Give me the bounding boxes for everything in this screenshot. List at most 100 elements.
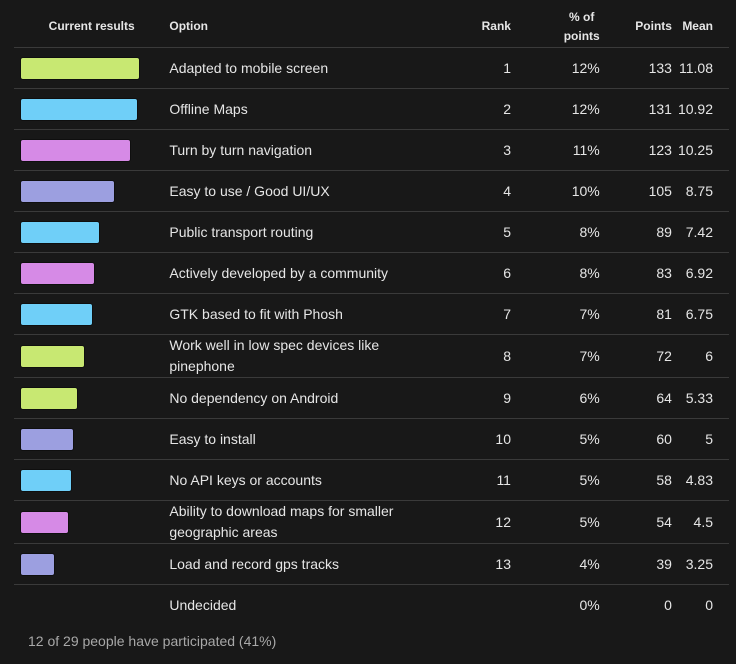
table-row: Easy to install 10 5% 60 5 xyxy=(14,418,729,460)
header-current-results: Current results xyxy=(14,6,164,48)
result-bar-cell xyxy=(14,543,164,585)
header-points: Points xyxy=(605,6,678,48)
option-label: Offline Maps xyxy=(163,88,427,130)
option-label: Adapted to mobile screen xyxy=(163,47,427,89)
result-bar xyxy=(20,138,131,162)
rank-value: 10 xyxy=(426,418,517,460)
table-row: Adapted to mobile screen 1 12% 133 11.08 xyxy=(14,47,729,89)
points-value: 105 xyxy=(605,170,678,212)
mean-value: 4.5 xyxy=(677,500,729,544)
result-bar-cell xyxy=(14,377,164,419)
mean-value: 5.33 xyxy=(677,377,729,419)
result-bar-cell xyxy=(14,170,164,212)
result-bar xyxy=(20,386,78,410)
points-value: 72 xyxy=(605,334,678,378)
mean-value: 6.92 xyxy=(677,252,729,294)
percent-value: 6% xyxy=(516,377,606,419)
mean-value: 0 xyxy=(705,596,713,613)
points-value: 133 xyxy=(605,47,678,89)
percent-value: 8% xyxy=(516,252,606,294)
rank-value: 7 xyxy=(426,293,517,335)
rank-value: 2 xyxy=(426,88,517,130)
table-row: Work well in low spec devices like pinep… xyxy=(14,334,729,378)
percent-value: 8% xyxy=(516,211,606,253)
table-row: Undecided 0% 0 0 xyxy=(14,585,729,626)
result-bar xyxy=(20,261,95,285)
percent-value: 12% xyxy=(516,47,606,89)
result-bar-cell xyxy=(14,211,164,253)
result-bar xyxy=(20,302,93,326)
result-bar-cell xyxy=(14,252,164,294)
table-header-row: Current results Option Rank % of points … xyxy=(14,6,729,48)
option-label: Ability to download maps for smaller geo… xyxy=(163,500,427,544)
option-label: No API keys or accounts xyxy=(163,459,427,501)
option-label: Undecided xyxy=(169,596,237,613)
result-bar xyxy=(20,468,72,492)
mean-value: 6.75 xyxy=(677,293,729,335)
header-rank: Rank xyxy=(426,6,517,48)
points-value: 89 xyxy=(605,211,678,253)
result-bar xyxy=(20,56,140,80)
percent-value: 0% xyxy=(579,596,600,613)
table-row: Load and record gps tracks 13 4% 39 3.25 xyxy=(14,543,729,585)
result-bar-cell xyxy=(14,129,164,171)
result-bar-cell xyxy=(14,334,164,378)
points-value: 54 xyxy=(605,500,678,544)
percent-value: 4% xyxy=(516,543,606,585)
result-bar xyxy=(20,220,100,244)
option-label: Public transport routing xyxy=(163,211,427,253)
table-row: Easy to use / Good UI/UX 4 10% 105 8.75 xyxy=(14,170,729,212)
table-row: Turn by turn navigation 3 11% 123 10.25 xyxy=(14,129,729,171)
result-bar xyxy=(20,552,55,576)
table-row: No API keys or accounts 11 5% 58 4.83 xyxy=(14,459,729,501)
result-bar-cell xyxy=(14,500,164,544)
points-value: 131 xyxy=(605,88,678,130)
result-bar xyxy=(20,427,74,451)
percent-value: 5% xyxy=(516,418,606,460)
result-bar xyxy=(20,97,138,121)
percent-value: 5% xyxy=(516,500,606,544)
points-value: 123 xyxy=(605,129,678,171)
option-label: Work well in low spec devices like pinep… xyxy=(163,334,427,378)
result-bar-cell xyxy=(14,293,164,335)
rank-value: 5 xyxy=(426,211,517,253)
header-mean: Mean xyxy=(677,6,729,48)
rank-value: 11 xyxy=(426,459,517,501)
points-value: 64 xyxy=(605,377,678,419)
points-value: 39 xyxy=(605,543,678,585)
result-bar-cell xyxy=(14,47,164,89)
option-label: No dependency on Android xyxy=(163,377,427,419)
option-label: GTK based to fit with Phosh xyxy=(163,293,427,335)
option-label: Easy to install xyxy=(163,418,427,460)
rank-value: 3 xyxy=(426,129,517,171)
result-bar-cell xyxy=(14,418,164,460)
mean-value: 11.08 xyxy=(677,47,729,89)
mean-value: 10.92 xyxy=(677,88,729,130)
header-percent-of-points: % of points xyxy=(516,6,606,48)
mean-value: 4.83 xyxy=(677,459,729,501)
poll-results-table: Current results Option Rank % of points … xyxy=(14,6,729,625)
option-label: Actively developed by a community xyxy=(163,252,427,294)
rank-value: 4 xyxy=(426,170,517,212)
rank-value: 13 xyxy=(426,543,517,585)
result-bar-cell xyxy=(14,585,163,626)
result-bar-cell xyxy=(14,88,164,130)
table-row: No dependency on Android 9 6% 64 5.33 xyxy=(14,377,729,419)
points-value: 60 xyxy=(605,418,678,460)
mean-value: 3.25 xyxy=(677,543,729,585)
option-label: Load and record gps tracks xyxy=(163,543,427,585)
mean-value: 8.75 xyxy=(677,170,729,212)
mean-value: 10.25 xyxy=(677,129,729,171)
percent-value: 12% xyxy=(516,88,606,130)
rank-value: 6 xyxy=(426,252,517,294)
points-value: 83 xyxy=(605,252,678,294)
table-row: Offline Maps 2 12% 131 10.92 xyxy=(14,88,729,130)
header-option: Option xyxy=(163,6,427,48)
rank-value: 12 xyxy=(426,500,517,544)
points-value: 81 xyxy=(605,293,678,335)
percent-value: 10% xyxy=(516,170,606,212)
result-bar xyxy=(20,344,85,368)
option-label: Easy to use / Good UI/UX xyxy=(163,170,427,212)
percent-value: 5% xyxy=(516,459,606,501)
